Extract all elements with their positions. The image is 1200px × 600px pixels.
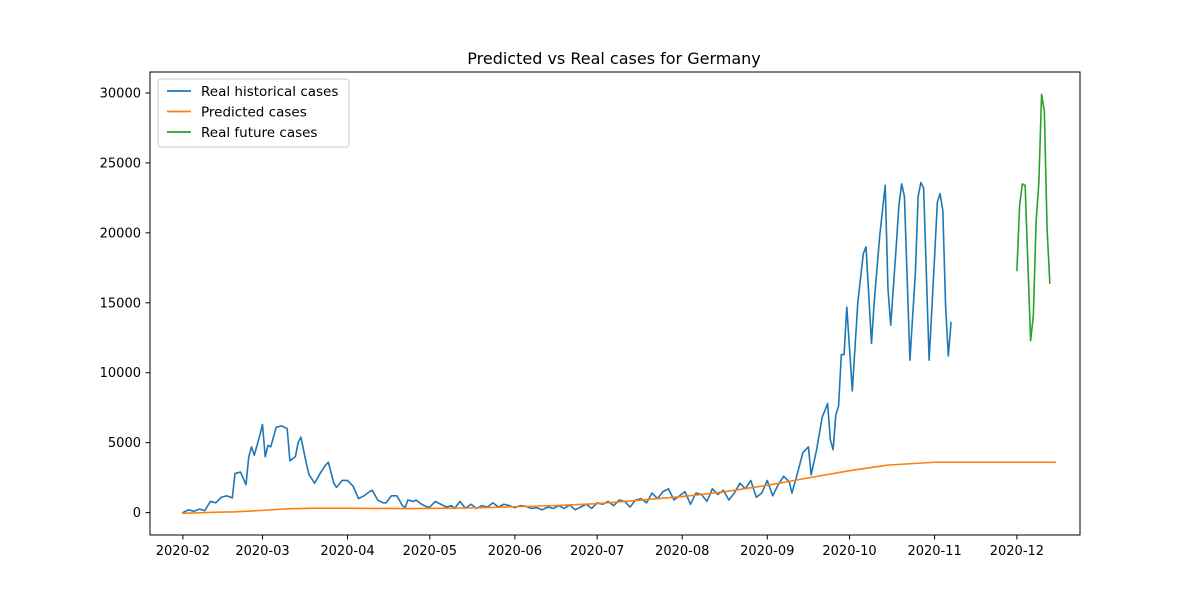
legend-label: Real historical cases — [201, 84, 338, 100]
y-tick-label: 0 — [133, 506, 141, 521]
y-axis: 0 5000 10000 15000 20000 25000 30000 — [100, 86, 150, 521]
legend: Real historical cases Predicted cases Real… — [157, 78, 350, 148]
y-tick-label: 10000 — [100, 366, 141, 381]
axes-frame — [149, 71, 1081, 536]
x-tick-label: 2020-02 — [156, 544, 210, 559]
y-tick-label: 15000 — [100, 296, 141, 311]
x-tick-label: 2020-12 — [990, 544, 1044, 559]
x-tick-label: 2020-07 — [570, 544, 624, 559]
x-tick-label: 2020-05 — [403, 544, 457, 559]
legend-label: Predicted cases — [201, 105, 307, 121]
x-tick-label: 2020-03 — [235, 544, 289, 559]
x-tick-label: 2020-10 — [822, 544, 876, 559]
y-tick-label: 5000 — [108, 436, 141, 451]
series-line-1 — [182, 181, 952, 514]
series-line-3 — [1016, 93, 1051, 342]
plot-series — [182, 93, 1057, 515]
y-tick-label: 30000 — [100, 86, 141, 101]
series-line-2 — [182, 461, 1057, 515]
chart-title: Predicted vs Real cases for Germany — [467, 49, 761, 68]
x-tick-label: 2020-06 — [488, 544, 542, 559]
y-tick-label: 20000 — [100, 226, 141, 241]
legend-box — [157, 78, 350, 148]
x-tick-label: 2020-08 — [655, 544, 709, 559]
y-tick-label: 25000 — [100, 156, 141, 171]
x-tick-label: 2020-09 — [740, 544, 794, 559]
x-tick-label: 2020-04 — [320, 544, 374, 559]
x-axis: 2020-02 2020-03 2020-04 2020-05 2020-06 2020-… — [156, 535, 1044, 559]
x-tick-label: 2020-11 — [907, 544, 961, 559]
legend-label: Real future cases — [201, 125, 317, 141]
